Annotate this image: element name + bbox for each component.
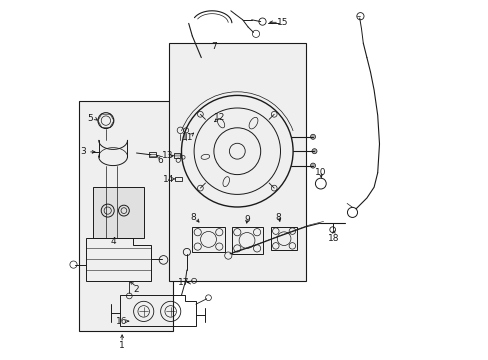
Text: 12: 12 [214,112,225,122]
Text: 17: 17 [178,278,189,287]
Text: 2: 2 [133,285,139,294]
Text: 7: 7 [211,42,216,51]
Text: 6: 6 [157,156,163,165]
Polygon shape [79,101,172,331]
Circle shape [310,163,315,168]
Text: 9: 9 [244,215,250,224]
Text: 15: 15 [276,18,288,27]
Text: 14: 14 [162,175,174,184]
Text: 3: 3 [80,148,86,157]
Text: 8: 8 [275,213,281,222]
Polygon shape [168,43,305,281]
Text: 18: 18 [327,234,339,243]
Text: 13: 13 [162,151,173,160]
Circle shape [310,134,315,139]
Text: 11: 11 [182,133,193,142]
Text: 4: 4 [110,237,116,246]
Text: 16: 16 [115,317,127,325]
Polygon shape [93,187,143,238]
Text: 8: 8 [190,213,196,222]
Text: 1: 1 [119,341,125,350]
Text: 5: 5 [87,114,92,122]
Text: 10: 10 [315,168,326,177]
Circle shape [311,149,316,154]
